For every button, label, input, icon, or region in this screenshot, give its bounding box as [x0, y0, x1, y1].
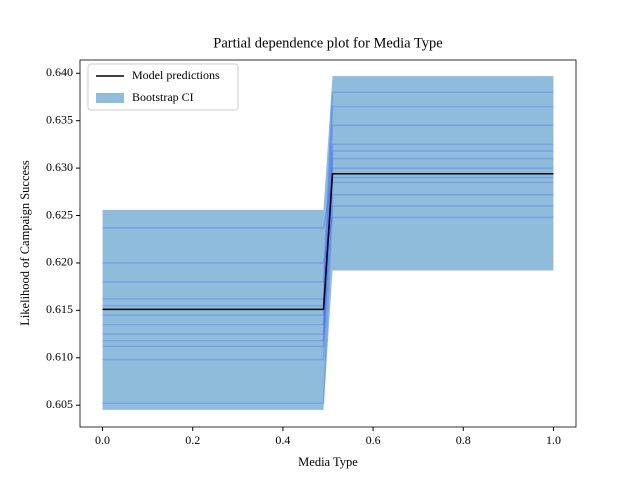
y-tick-label: 0.605 [46, 397, 73, 411]
y-tick-label: 0.625 [46, 207, 73, 221]
model-line [102, 173, 554, 311]
bootstrap-line [102, 181, 554, 348]
x-tick-label: 0.2 [185, 433, 200, 447]
y-tick-label: 0.640 [46, 65, 73, 79]
bootstrap-line [102, 205, 554, 405]
y-tick-label: 0.630 [46, 160, 73, 174]
legend-label: Model predictions [132, 68, 220, 82]
legend-swatch [96, 93, 124, 103]
y-axis-label: Likelihood of Campaign Success [18, 160, 32, 326]
x-axis-label: Media Type [298, 455, 358, 469]
legend-box [87, 63, 239, 111]
y-tick-label: 0.635 [46, 112, 73, 126]
bootstrap-line [102, 193, 554, 361]
chart-title: Partial dependence plot for Media Type [213, 35, 442, 51]
bootstrap-line [102, 124, 554, 307]
plot-frame [79, 59, 577, 428]
y-tick-label: 0.615 [46, 302, 73, 316]
legend-label: Bootstrap CI [132, 90, 194, 104]
x-tick-label: 0.6 [366, 433, 381, 447]
x-tick-label: 0.8 [456, 433, 471, 447]
bootstrap-line [102, 143, 554, 316]
bootstrap-line [102, 91, 554, 283]
x-tick-label: 1.0 [546, 433, 561, 447]
y-tick-label: 0.610 [46, 350, 73, 364]
x-tick-label: 0.4 [275, 433, 290, 447]
x-tick-label: 0.0 [95, 433, 110, 447]
y-tick-label: 0.620 [46, 255, 73, 269]
bootstrap-line [102, 105, 554, 300]
bootstrap-line [102, 176, 554, 229]
